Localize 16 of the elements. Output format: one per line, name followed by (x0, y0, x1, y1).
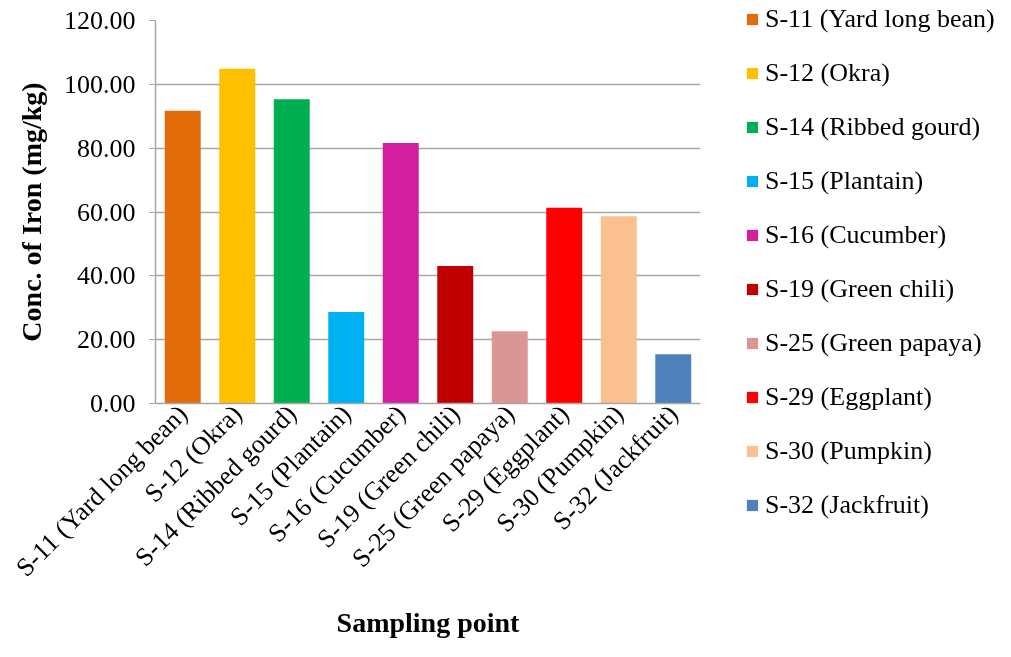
legend-label: S-12 (Okra) (765, 58, 890, 88)
legend-label: S-16 (Cucumber) (765, 220, 947, 250)
y-tick-label: 60.00 (77, 197, 136, 227)
y-tick-label: 0.00 (90, 389, 136, 418)
legend-label: S-11 (Yard long bean) (765, 4, 995, 34)
y-axis-title: Conc. of Iron (mg/kg) (16, 82, 47, 342)
y-tick-label: 40.00 (77, 261, 136, 291)
legend-label: S-14 (Ribbed gourd) (765, 112, 981, 142)
legend-label: S-19 (Green chili) (765, 274, 955, 304)
legend-label: S-25 (Green papaya) (765, 328, 982, 358)
y-tick-label: 80.00 (77, 133, 136, 163)
y-tick-label: 20.00 (77, 325, 136, 355)
x-axis-title: Sampling point (336, 607, 521, 639)
y-tick-label: 100.00 (64, 69, 136, 99)
legend-label: S-15 (Plantain) (765, 166, 924, 196)
y-tick-label: 120.00 (64, 6, 136, 35)
